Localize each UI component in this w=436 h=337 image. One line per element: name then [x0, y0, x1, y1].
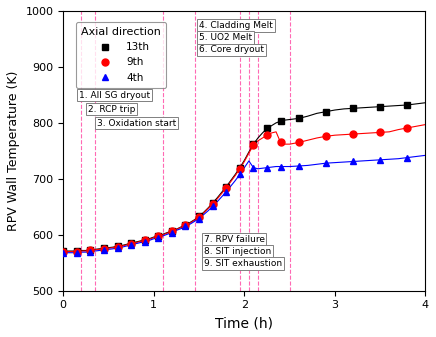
4th: [197, 217, 202, 221]
13th: [210, 201, 215, 205]
4th: [378, 158, 383, 162]
9th: [405, 126, 410, 130]
Text: 9. SIT exhaustion: 9. SIT exhaustion: [204, 259, 282, 268]
13th: [129, 241, 134, 245]
13th: [61, 249, 66, 253]
Line: 4th: 4th: [60, 154, 411, 256]
Text: 1. All SG dryout: 1. All SG dryout: [78, 91, 150, 100]
4th: [115, 246, 120, 250]
13th: [115, 244, 120, 248]
4th: [61, 251, 66, 255]
13th: [378, 104, 383, 109]
4th: [169, 231, 174, 235]
9th: [210, 202, 215, 206]
13th: [296, 116, 301, 120]
13th: [156, 234, 161, 238]
9th: [251, 143, 256, 147]
4th: [74, 251, 79, 255]
Text: 3. Oxidation start: 3. Oxidation start: [97, 119, 176, 128]
13th: [88, 248, 93, 252]
9th: [88, 248, 93, 252]
13th: [323, 110, 328, 114]
4th: [278, 164, 283, 168]
9th: [169, 229, 174, 234]
Line: 9th: 9th: [60, 124, 411, 255]
Text: 5. UO2 Melt: 5. UO2 Melt: [199, 33, 252, 42]
Text: 7. RPV failure: 7. RPV failure: [204, 235, 265, 244]
13th: [224, 185, 229, 189]
9th: [129, 242, 134, 246]
13th: [74, 249, 79, 253]
4th: [183, 224, 188, 228]
13th: [264, 126, 269, 130]
9th: [323, 134, 328, 138]
9th: [115, 245, 120, 249]
9th: [61, 250, 66, 254]
9th: [101, 247, 106, 251]
4th: [210, 204, 215, 208]
4th: [129, 243, 134, 247]
9th: [278, 141, 283, 145]
13th: [197, 214, 202, 218]
Line: 13th: 13th: [60, 101, 411, 254]
Text: 4. Cladding Melt: 4. Cladding Melt: [199, 21, 273, 30]
4th: [88, 250, 93, 254]
9th: [224, 186, 229, 190]
9th: [197, 215, 202, 219]
13th: [351, 106, 356, 110]
Text: 2. RCP trip: 2. RCP trip: [88, 105, 135, 114]
13th: [183, 223, 188, 227]
Text: 6. Core dryout: 6. Core dryout: [199, 45, 264, 54]
Y-axis label: RPV Wall Temperature (K): RPV Wall Temperature (K): [7, 71, 20, 231]
13th: [237, 165, 242, 170]
Text: 8. SIT injection: 8. SIT injection: [204, 247, 271, 256]
13th: [169, 229, 174, 233]
4th: [237, 172, 242, 176]
4th: [156, 236, 161, 240]
4th: [101, 248, 106, 252]
13th: [142, 238, 147, 242]
9th: [74, 250, 79, 254]
4th: [251, 165, 256, 170]
4th: [405, 156, 410, 160]
4th: [296, 164, 301, 168]
13th: [101, 246, 106, 250]
4th: [323, 161, 328, 165]
4th: [351, 159, 356, 163]
4th: [142, 240, 147, 244]
9th: [237, 167, 242, 171]
13th: [251, 142, 256, 146]
9th: [156, 235, 161, 239]
Legend: 13th, 9th, 4th: 13th, 9th, 4th: [76, 22, 166, 88]
9th: [296, 141, 301, 145]
9th: [183, 223, 188, 227]
13th: [405, 103, 410, 107]
9th: [264, 133, 269, 137]
4th: [264, 165, 269, 170]
9th: [378, 130, 383, 134]
X-axis label: Time (h): Time (h): [215, 316, 273, 330]
9th: [351, 132, 356, 136]
13th: [278, 119, 283, 123]
9th: [142, 238, 147, 242]
4th: [224, 190, 229, 194]
